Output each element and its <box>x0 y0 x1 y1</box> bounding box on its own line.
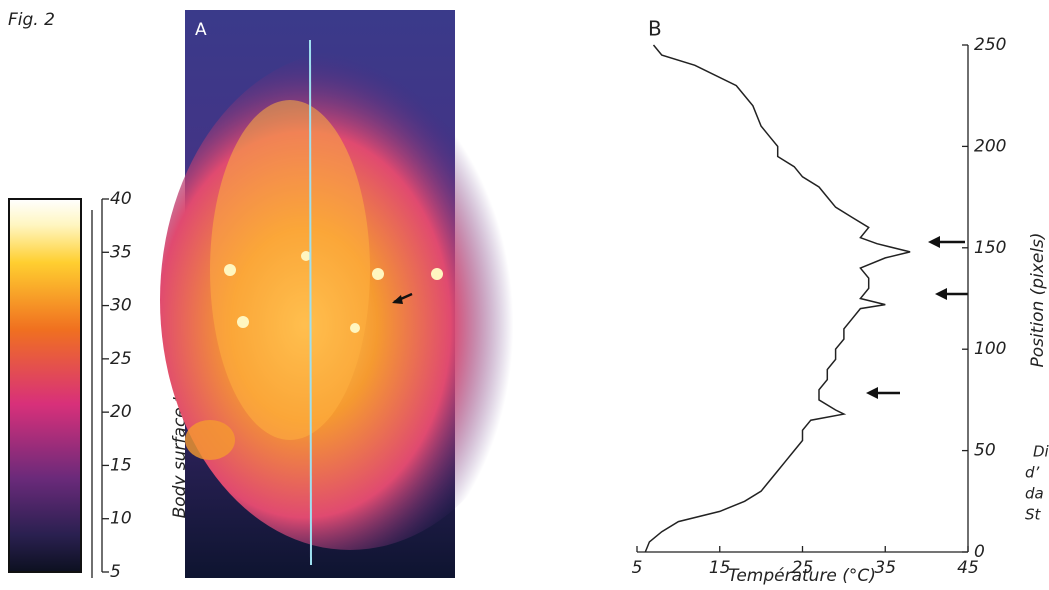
figure-label: Fig. 2 <box>8 10 55 30</box>
panel-label: A <box>195 20 207 40</box>
colorbar-tick-label: 20 <box>110 402 132 422</box>
y-tick-label: 0 <box>974 542 985 562</box>
y-tick-label: 250 <box>974 35 1006 55</box>
side-note-line: Di <box>1033 443 1049 461</box>
colorbar-tick-label: 40 <box>110 189 132 209</box>
colorbar-tick-label: 5 <box>110 562 121 582</box>
colorbar <box>9 199 81 572</box>
side-note-line: d’ <box>1025 464 1040 482</box>
colorbar-tick-label: 30 <box>110 296 132 316</box>
side-note-line: St <box>1025 506 1042 524</box>
y-tick-label: 50 <box>974 441 996 461</box>
annotation-arrows <box>866 236 968 399</box>
colorbar-tick-label: 15 <box>110 455 132 475</box>
x-tick-label: 15 <box>709 558 731 578</box>
panel-label: B <box>648 17 662 41</box>
x-tick-label: 5 <box>632 558 643 578</box>
y-tick-label: 100 <box>974 339 1006 359</box>
data-line <box>645 45 910 552</box>
x-tick-label: 25 <box>792 558 814 578</box>
x-tick-label: 35 <box>874 558 896 578</box>
page: {"figure_label": "Fig. 2", "panel_a": {"… <box>0 0 1049 586</box>
colorbar-tick-label: 10 <box>110 509 132 529</box>
colorbar-tick-label: 25 <box>110 349 132 369</box>
figure: Fig. 2 Body surface températire (°C) A B… <box>0 0 1049 586</box>
side-note-line: da <box>1025 485 1044 503</box>
y-axis-label: Position (pixels) <box>1028 232 1048 367</box>
colorbar-tick-label: 35 <box>110 242 132 262</box>
y-tick-label: 200 <box>974 136 1006 156</box>
thermal-image <box>160 10 540 578</box>
y-tick-label: 150 <box>974 238 1006 258</box>
